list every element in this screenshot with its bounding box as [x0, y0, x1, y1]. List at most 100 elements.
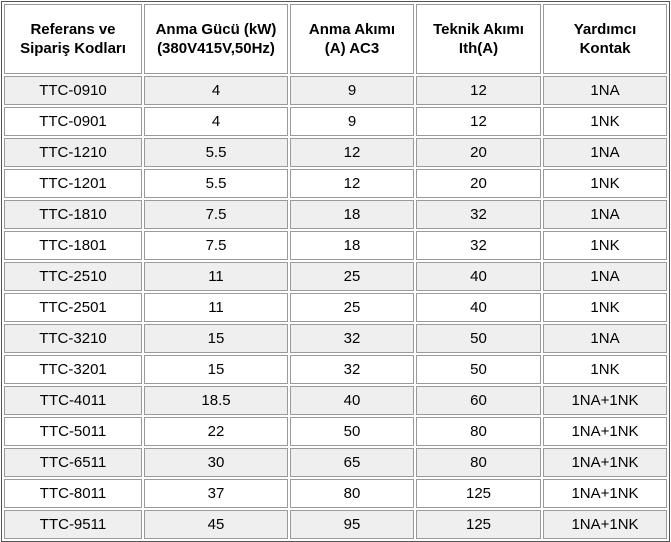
- table-cell: 50: [290, 417, 414, 446]
- table-cell: 1NA+1NK: [543, 479, 667, 508]
- table-cell: 32: [290, 355, 414, 384]
- table-cell: 40: [416, 262, 541, 291]
- table-cell: 5.5: [144, 138, 288, 167]
- table-cell: 1NK: [543, 293, 667, 322]
- table-cell: 4: [144, 107, 288, 136]
- table-cell: 1NK: [543, 107, 667, 136]
- table-cell: 1NA: [543, 200, 667, 229]
- table-row: TTC-1801 7.5 18 32 1NK: [4, 231, 667, 260]
- table-cell: 9: [290, 76, 414, 105]
- table-cell: 12: [416, 107, 541, 136]
- table-cell: 125: [416, 479, 541, 508]
- header-cell: Anma Gücü (kW) (380V415V,50Hz): [144, 4, 288, 74]
- table-cell: 12: [290, 169, 414, 198]
- table-cell: 20: [416, 169, 541, 198]
- table-row: TTC-1201 5.5 12 20 1NK: [4, 169, 667, 198]
- table-header: Referans ve Sipariş Kodları Anma Gücü (kW…: [4, 4, 667, 74]
- table-cell: 37: [144, 479, 288, 508]
- table-cell: TTC-9511: [4, 510, 142, 539]
- table-row: TTC-5011 22 50 80 1NA+1NK: [4, 417, 667, 446]
- table-cell: 1NA+1NK: [543, 386, 667, 415]
- table-row: TTC-4011 18.5 40 60 1NA+1NK: [4, 386, 667, 415]
- table-cell: 45: [144, 510, 288, 539]
- table-cell: 1NK: [543, 355, 667, 384]
- table-cell: 95: [290, 510, 414, 539]
- table-cell: TTC-0901: [4, 107, 142, 136]
- header-row: Referans ve Sipariş Kodları Anma Gücü (kW…: [4, 4, 667, 74]
- table-row: TTC-1810 7.5 18 32 1NA: [4, 200, 667, 229]
- table-cell: TTC-1201: [4, 169, 142, 198]
- header-cell: Teknik Akımı Ith(A): [416, 4, 541, 74]
- table-cell: 5.5: [144, 169, 288, 198]
- table-cell: 15: [144, 355, 288, 384]
- table-cell: 9: [290, 107, 414, 136]
- table-cell: 1NA: [543, 324, 667, 353]
- table-cell: 30: [144, 448, 288, 477]
- table-cell: TTC-1801: [4, 231, 142, 260]
- table-cell: 7.5: [144, 231, 288, 260]
- table-cell: 32: [416, 231, 541, 260]
- table-row: TTC-2510 11 25 40 1NA: [4, 262, 667, 291]
- table-cell: 22: [144, 417, 288, 446]
- table-cell: 1NK: [543, 231, 667, 260]
- table-cell: 1NK: [543, 169, 667, 198]
- table-cell: 4: [144, 76, 288, 105]
- table-cell: 12: [290, 138, 414, 167]
- table-cell: 1NA: [543, 262, 667, 291]
- table-cell: 65: [290, 448, 414, 477]
- header-cell: Referans ve Sipariş Kodları: [4, 4, 142, 74]
- table-row: TTC-3210 15 32 50 1NA: [4, 324, 667, 353]
- table-cell: 18.5: [144, 386, 288, 415]
- table-cell: TTC-1810: [4, 200, 142, 229]
- table-cell: 11: [144, 293, 288, 322]
- table-cell: TTC-3201: [4, 355, 142, 384]
- table-cell: 40: [290, 386, 414, 415]
- table-cell: 7.5: [144, 200, 288, 229]
- table-cell: 50: [416, 355, 541, 384]
- table-body: TTC-0910 4 9 12 1NA TTC-0901 4 9 12 1NK TTC-1210 5.…: [4, 76, 667, 539]
- table-cell: 15: [144, 324, 288, 353]
- table-cell: TTC-6511: [4, 448, 142, 477]
- table-cell: 80: [416, 417, 541, 446]
- table-row: TTC-6511 30 65 80 1NA+1NK: [4, 448, 667, 477]
- table-cell: 12: [416, 76, 541, 105]
- table-cell: 32: [290, 324, 414, 353]
- table-cell: 125: [416, 510, 541, 539]
- header-cell: Yardımcı Kontak: [543, 4, 667, 74]
- table-cell: 60: [416, 386, 541, 415]
- table-cell: TTC-2501: [4, 293, 142, 322]
- table-cell: 25: [290, 262, 414, 291]
- table-cell: TTC-0910: [4, 76, 142, 105]
- table-row: TTC-2501 11 25 40 1NK: [4, 293, 667, 322]
- table-cell: 80: [290, 479, 414, 508]
- table-cell: 1NA: [543, 138, 667, 167]
- table-cell: TTC-5011: [4, 417, 142, 446]
- table-cell: 1NA+1NK: [543, 417, 667, 446]
- table-cell: 25: [290, 293, 414, 322]
- table-cell: 1NA+1NK: [543, 448, 667, 477]
- table-cell: 18: [290, 231, 414, 260]
- table-cell: 50: [416, 324, 541, 353]
- table-cell: TTC-1210: [4, 138, 142, 167]
- table-row: TTC-9511 45 95 125 1NA+1NK: [4, 510, 667, 539]
- table-cell: TTC-2510: [4, 262, 142, 291]
- table-cell: 11: [144, 262, 288, 291]
- table-cell: TTC-3210: [4, 324, 142, 353]
- table-cell: 40: [416, 293, 541, 322]
- table-row: TTC-0901 4 9 12 1NK: [4, 107, 667, 136]
- table-cell: 1NA+1NK: [543, 510, 667, 539]
- table-cell: 32: [416, 200, 541, 229]
- table-cell: 1NA: [543, 76, 667, 105]
- table-row: TTC-0910 4 9 12 1NA: [4, 76, 667, 105]
- table-row: TTC-8011 37 80 125 1NA+1NK: [4, 479, 667, 508]
- table-cell: 20: [416, 138, 541, 167]
- table-cell: 80: [416, 448, 541, 477]
- table-cell: TTC-8011: [4, 479, 142, 508]
- header-cell: Anma Akımı (A) AC3: [290, 4, 414, 74]
- table-cell: TTC-4011: [4, 386, 142, 415]
- table-cell: 18: [290, 200, 414, 229]
- table-row: TTC-3201 15 32 50 1NK: [4, 355, 667, 384]
- table-row: TTC-1210 5.5 12 20 1NA: [4, 138, 667, 167]
